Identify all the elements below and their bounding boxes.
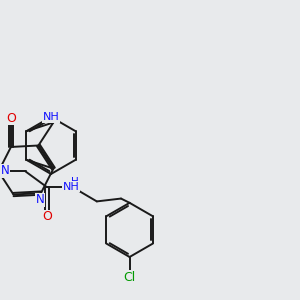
Text: H: H <box>70 177 78 187</box>
Text: O: O <box>42 210 52 223</box>
Text: O: O <box>6 112 16 125</box>
Text: NH: NH <box>63 182 80 192</box>
Text: N: N <box>1 164 10 177</box>
Text: NH: NH <box>43 112 59 122</box>
Text: N: N <box>36 193 45 206</box>
Text: Cl: Cl <box>124 271 136 284</box>
